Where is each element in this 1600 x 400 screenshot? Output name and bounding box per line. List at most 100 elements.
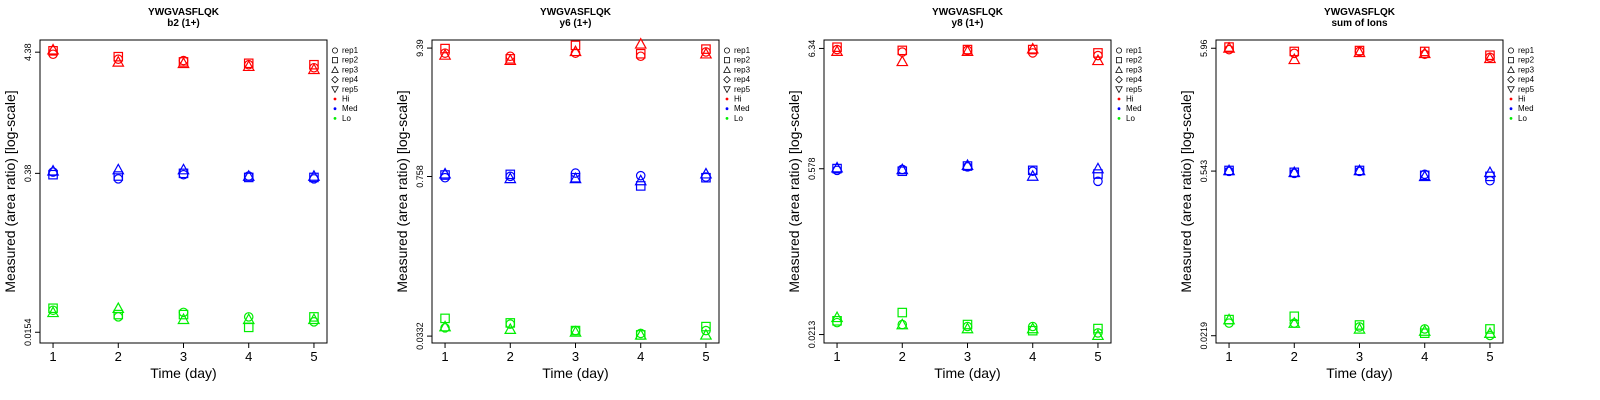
data-point-lo-day5-rep3 (699, 328, 713, 340)
data-point-med-day1-rep3 (438, 167, 452, 179)
data-point-med-day5-rep3 (1483, 165, 1497, 178)
data-point-lo-day1-rep3 (438, 320, 452, 332)
data-point-hi-day4-rep3 (242, 59, 255, 72)
data-point-lo-day4-rep3 (1418, 324, 1431, 336)
x-tick-label: 2 (1291, 349, 1298, 364)
legend-dot-hi (725, 97, 729, 101)
data-point-med-day5-rep3 (307, 169, 321, 181)
legend-dot-lo (1117, 117, 1121, 120)
legend-marker-rep3 (331, 65, 339, 73)
data-point-med-day2-rep2 (505, 169, 516, 180)
data-point-hi-day3-rep3 (961, 44, 974, 57)
data-point-hi-day1-rep3 (438, 48, 452, 60)
legend-label-rep1: rep1 (1126, 46, 1143, 55)
x-axis-label: Time (day) (1326, 365, 1392, 381)
data-point-lo-day1-rep3 (830, 310, 844, 323)
legend-label-rep2: rep2 (1126, 56, 1143, 65)
data-point-med-day2-rep2 (113, 171, 124, 181)
data-point-med-day1-rep3 (46, 164, 60, 176)
x-tick-label: 2 (899, 349, 906, 364)
data-point-med-day3-rep2 (962, 161, 973, 171)
x-tick-label: 1 (49, 349, 56, 364)
legend-label-rep3: rep3 (342, 65, 359, 74)
data-point-lo-day4-rep3 (1026, 322, 1039, 334)
x-tick-label: 3 (180, 349, 187, 364)
data-point-hi-day5-rep2 (309, 59, 319, 70)
x-tick-label: 3 (964, 349, 971, 364)
legend-marker-rep1 (1116, 47, 1122, 54)
legend-label-rep1: rep1 (734, 46, 751, 55)
series-lo (830, 307, 1105, 341)
legend-marker-rep2 (724, 57, 730, 64)
data-point-med-day1-rep3 (830, 161, 844, 173)
data-point-lo-day3-rep3 (177, 312, 190, 325)
series-hi (830, 42, 1105, 67)
legend-marker-rep3 (723, 65, 731, 73)
plot-frame (1215, 39, 1504, 344)
y-tick-label: 4.38 (23, 43, 33, 61)
legend-label-rep3: rep3 (1126, 65, 1143, 74)
legend-label-rep5: rep5 (734, 85, 751, 94)
data-point-hi-day5-rep3 (1091, 53, 1105, 66)
data-point-hi-day5-rep3 (1483, 51, 1497, 64)
legend-label-rep4: rep4 (342, 75, 359, 84)
chart-subtitle: sum of Ions (1331, 18, 1388, 29)
data-point-med-day5-rep3 (699, 167, 713, 179)
data-point-hi-day3-rep3 (177, 56, 190, 69)
x-tick-label: 4 (245, 349, 252, 364)
chart-subtitle: y6 (1+) (560, 18, 592, 29)
legend-marker-rep3 (1507, 65, 1515, 73)
legend-marker-rep2 (1508, 57, 1514, 64)
y-tick-label: 0.578 (807, 157, 817, 180)
legend-marker-rep1 (1508, 47, 1514, 54)
data-point-hi-day5-rep2 (1093, 48, 1103, 58)
data-point-hi-day2-rep3 (112, 55, 125, 67)
x-axis-label: Time (day) (542, 365, 608, 381)
data-point-med-day5-rep3 (1091, 162, 1105, 174)
data-point-hi-day2-rep2 (897, 45, 908, 56)
legend-label-lo: Lo (342, 114, 351, 123)
data-point-med-day4-rep3 (634, 174, 647, 186)
plot-frame (823, 39, 1112, 344)
series-med (438, 167, 713, 191)
legend-marker-rep5 (1507, 86, 1515, 94)
data-point-med-day4-rep3 (1026, 169, 1039, 181)
data-point-hi-day1-rep2 (48, 46, 58, 56)
legend-label-lo: Lo (734, 114, 743, 123)
data-point-med-day4-rep2 (635, 181, 646, 191)
legend-dot-hi (1509, 97, 1513, 101)
data-point-lo-day5-rep3 (307, 312, 321, 325)
legend-marker-rep2 (1116, 57, 1122, 64)
legend-label-hi: Hi (1518, 95, 1526, 104)
data-point-hi-day5-rep2 (701, 44, 711, 54)
legend-label-rep4: rep4 (1126, 75, 1143, 84)
legend-label-rep2: rep2 (734, 56, 751, 65)
data-point-lo-day5-rep2 (309, 312, 319, 322)
legend-dot-lo (1509, 117, 1513, 120)
plot-frame (39, 39, 328, 344)
x-tick-label: 1 (1225, 349, 1232, 364)
data-point-hi-day2-rep3 (1288, 52, 1301, 65)
data-point-lo-day4-rep1 (243, 312, 254, 322)
y-tick-label: 0.543 (1199, 160, 1209, 183)
data-point-lo-day4-rep3 (242, 312, 255, 325)
data-point-lo-day1-rep3 (1222, 313, 1236, 325)
legend-marker-rep1 (332, 47, 338, 54)
legend-dot-lo (333, 117, 337, 120)
series-med (1222, 163, 1497, 186)
x-tick-label: 2 (115, 349, 122, 364)
legend-label-hi: Hi (342, 95, 350, 104)
data-point-lo-day4-rep3 (634, 328, 647, 340)
data-point-med-day1-rep3 (1222, 163, 1236, 176)
x-tick-label: 4 (1029, 349, 1036, 364)
legend-marker-rep5 (723, 86, 731, 94)
data-point-med-day3-rep3 (177, 163, 190, 175)
data-point-med-day1-rep2 (832, 163, 842, 174)
legend-label-med: Med (734, 104, 750, 113)
data-point-hi-day4-rep2 (243, 58, 254, 69)
x-tick-label: 5 (1486, 349, 1493, 364)
data-point-hi-day1-rep2 (440, 43, 450, 54)
